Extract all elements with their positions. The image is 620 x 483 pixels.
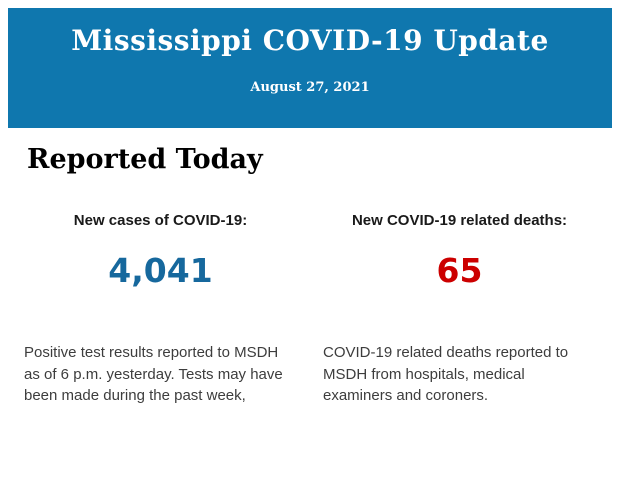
new-cases-value: 4,041 xyxy=(108,251,213,290)
new-deaths-value: 65 xyxy=(436,251,483,290)
page-title: Mississippi COVID-19 Update xyxy=(71,24,549,57)
stat-card-new-deaths: New COVID-19 related deaths: 65 COVID-19… xyxy=(323,212,596,407)
header-banner: Mississippi COVID-19 Update August 27, 2… xyxy=(8,8,612,128)
main-content: Reported Today New cases of COVID-19: 4,… xyxy=(0,144,620,407)
section-heading: Reported Today xyxy=(27,144,263,175)
stats-row: New cases of COVID-19: 4,041 Positive te… xyxy=(24,212,596,407)
report-date: August 27, 2021 xyxy=(250,80,370,95)
new-cases-label: New cases of COVID-19: xyxy=(73,212,248,229)
newsletter-page: Mississippi COVID-19 Update August 27, 2… xyxy=(0,8,620,483)
new-cases-description: Positive test results reported to MSDH a… xyxy=(24,344,283,404)
new-deaths-description: COVID-19 related deaths reported to MSDH… xyxy=(323,344,569,404)
stat-card-new-cases: New cases of COVID-19: 4,041 Positive te… xyxy=(24,212,297,407)
new-deaths-label: New COVID-19 related deaths: xyxy=(351,212,568,229)
